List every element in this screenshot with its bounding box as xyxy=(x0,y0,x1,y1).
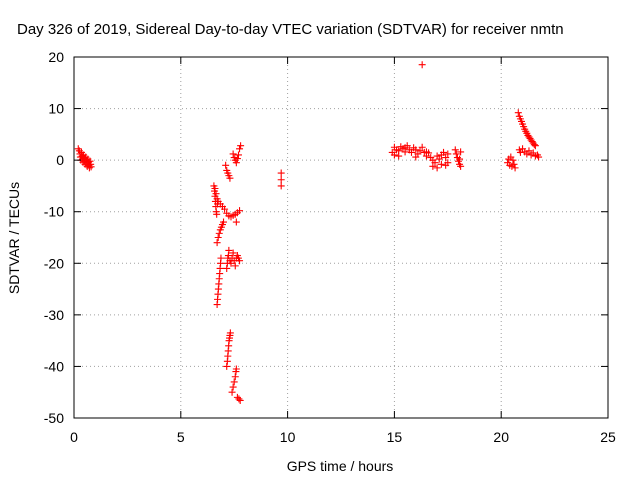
data-point xyxy=(277,182,285,190)
chart-title: Day 326 of 2019, Sidereal Day-to-day VTE… xyxy=(17,21,564,38)
y-tick-label: 20 xyxy=(48,49,64,65)
data-point xyxy=(215,229,223,237)
data-point xyxy=(442,154,450,162)
data-point xyxy=(226,329,234,337)
data-point xyxy=(514,109,522,117)
x-tick-label: 15 xyxy=(387,429,403,445)
data-point xyxy=(223,264,231,272)
data-point xyxy=(422,148,430,156)
data-point xyxy=(395,152,403,160)
data-point xyxy=(214,234,222,241)
data-point xyxy=(444,159,452,167)
data-point xyxy=(236,207,244,215)
x-axis-label: GPS time / hours xyxy=(287,458,394,474)
data-point xyxy=(277,169,285,177)
data-point xyxy=(236,396,244,404)
data-point xyxy=(418,61,426,69)
data-point xyxy=(230,378,238,386)
data-point xyxy=(232,365,240,373)
data-point xyxy=(433,164,441,172)
data-point xyxy=(226,174,234,182)
data-point xyxy=(535,153,543,161)
x-tick-label: 25 xyxy=(600,429,616,445)
data-point xyxy=(435,155,443,163)
data-point xyxy=(390,151,398,159)
data-point xyxy=(431,159,439,167)
x-tick-label: 5 xyxy=(177,429,185,445)
y-tick-label: -50 xyxy=(44,410,64,426)
data-point xyxy=(221,205,229,213)
data-point xyxy=(440,148,448,156)
data-point xyxy=(452,150,460,158)
y-tick-label: 10 xyxy=(48,101,64,117)
data-point xyxy=(228,388,236,396)
data-point xyxy=(401,144,409,152)
x-tick-label: 0 xyxy=(70,429,78,445)
data-point xyxy=(213,239,221,247)
x-tick-label: 20 xyxy=(493,429,509,445)
data-point xyxy=(232,159,240,167)
data-point xyxy=(525,147,533,155)
plot-frame xyxy=(73,56,609,419)
data-point xyxy=(234,151,242,159)
data-point xyxy=(277,176,285,184)
data-point xyxy=(236,145,244,153)
data-point xyxy=(212,190,220,198)
data-point xyxy=(86,157,94,165)
data-point xyxy=(229,249,237,257)
data-point xyxy=(231,373,239,381)
data-point xyxy=(237,142,245,150)
data-point xyxy=(229,383,237,391)
data-point xyxy=(437,160,445,168)
tick-labels: 0 5 10 15 20 25 -50 -40 -30 -20 -10 0 10 20 xyxy=(44,49,616,445)
data-point xyxy=(233,155,241,163)
data-point xyxy=(231,262,239,270)
data-point xyxy=(412,153,420,161)
y-tick-label: -20 xyxy=(44,255,64,271)
data-point xyxy=(511,164,519,172)
data-point xyxy=(509,156,517,164)
data-point xyxy=(444,150,452,158)
data-point xyxy=(85,164,93,172)
data-point xyxy=(531,142,539,150)
data-point xyxy=(213,210,221,218)
data-point xyxy=(223,362,231,370)
data-point xyxy=(418,143,426,151)
y-tick-label: -30 xyxy=(44,307,64,323)
data-point xyxy=(225,246,233,254)
data-points xyxy=(74,61,543,404)
data-point xyxy=(229,150,237,158)
axis-ticks xyxy=(73,56,609,419)
data-point xyxy=(220,218,228,226)
y-tick-label: 0 xyxy=(56,152,64,168)
data-point xyxy=(456,155,464,163)
y-axis-label: SDTVAR / TECUs xyxy=(6,182,22,294)
data-point xyxy=(232,218,240,226)
data-point xyxy=(510,160,518,168)
data-point xyxy=(457,148,465,156)
x-tick-label: 10 xyxy=(280,429,296,445)
data-point xyxy=(211,185,219,193)
data-point xyxy=(222,161,230,169)
data-point xyxy=(457,162,465,170)
data-point xyxy=(87,163,95,171)
data-point xyxy=(235,395,243,403)
data-point xyxy=(429,162,437,170)
data-point xyxy=(236,257,244,265)
data-point xyxy=(217,254,225,262)
y-tick-label: -10 xyxy=(44,204,64,220)
y-tick-label: -40 xyxy=(44,358,64,374)
data-point xyxy=(451,146,459,154)
data-point xyxy=(407,148,415,156)
data-point xyxy=(416,147,424,155)
grid xyxy=(74,57,608,418)
data-point xyxy=(530,141,538,149)
data-point xyxy=(412,146,420,154)
